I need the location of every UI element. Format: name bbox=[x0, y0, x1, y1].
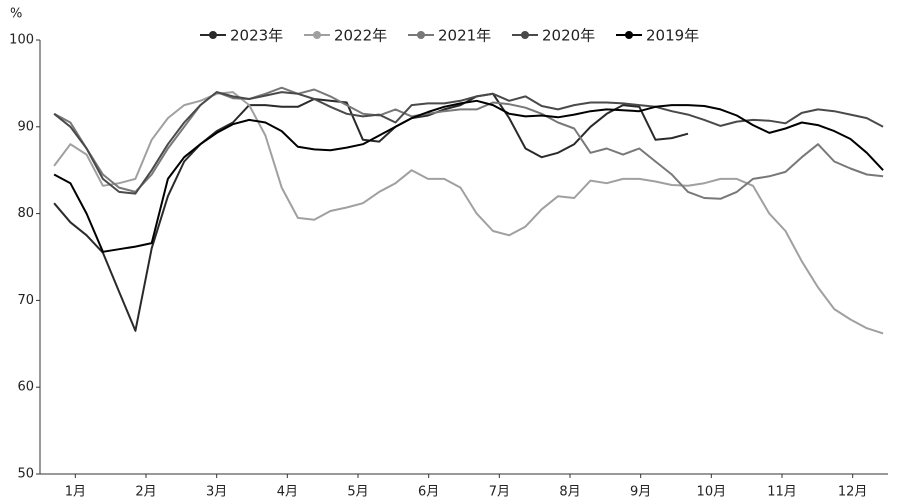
x-tick-label: 6月 bbox=[418, 485, 439, 500]
x-tick-label: 3月 bbox=[206, 485, 227, 500]
y-tick-label: 50 bbox=[17, 467, 34, 482]
x-tick-label: 11月 bbox=[767, 485, 797, 500]
x-tick-label: 2月 bbox=[135, 485, 156, 500]
y-tick-label: 90 bbox=[17, 119, 34, 134]
x-tick-label: 12月 bbox=[838, 485, 868, 500]
series-line bbox=[53, 86, 884, 200]
legend-label: 2019年 bbox=[646, 27, 699, 45]
series-line bbox=[53, 92, 689, 332]
legend-marker bbox=[521, 31, 529, 39]
y-tick-label: 80 bbox=[17, 206, 34, 221]
legend-label: 2021年 bbox=[438, 27, 491, 45]
legend-marker bbox=[313, 31, 321, 39]
legend-marker bbox=[209, 31, 217, 39]
x-tick-label: 5月 bbox=[347, 485, 368, 500]
y-tick-label: 60 bbox=[17, 380, 34, 395]
x-tick-label: 10月 bbox=[697, 485, 727, 500]
x-tick-label: 8月 bbox=[559, 485, 580, 500]
legend-label: 2020年 bbox=[542, 27, 595, 45]
legend-marker bbox=[417, 31, 425, 39]
series-line bbox=[53, 99, 884, 253]
series-line bbox=[53, 91, 884, 335]
x-tick-label: 7月 bbox=[489, 485, 510, 500]
y-axis-label: % bbox=[10, 7, 22, 22]
y-tick-label: 100 bbox=[9, 33, 34, 48]
legend-marker bbox=[625, 31, 633, 39]
legend-label: 2022年 bbox=[334, 27, 387, 45]
x-tick-label: 4月 bbox=[277, 485, 298, 500]
y-tick-label: 70 bbox=[17, 293, 34, 308]
x-tick-label: 9月 bbox=[630, 485, 651, 500]
legend-label: 2023年 bbox=[230, 27, 283, 45]
x-tick-label: 1月 bbox=[65, 485, 86, 500]
